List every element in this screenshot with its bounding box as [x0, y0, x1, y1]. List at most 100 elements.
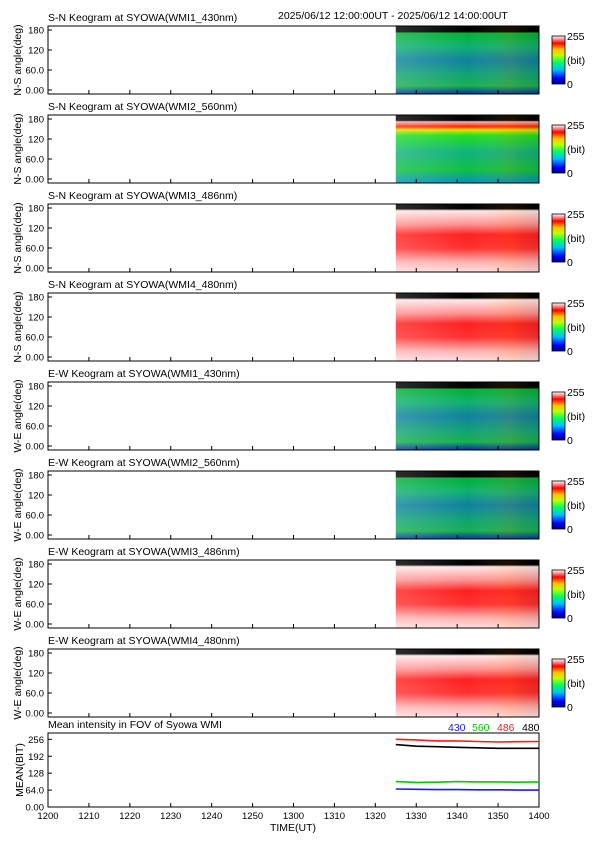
keogram-ytick-label: 120	[28, 402, 44, 413]
legend-430: 430	[448, 722, 466, 734]
line-series-560	[395, 780, 540, 784]
keogram-ytick-label: 180	[28, 382, 44, 393]
keogram-image-shading	[395, 382, 539, 450]
colorbar-max-label: 255	[567, 387, 585, 399]
colorbar-unit-label: (bit)	[567, 144, 585, 156]
keogram-y-axis-label: N-S angle(deg)	[12, 291, 24, 362]
colorbar-unit-label: (bit)	[567, 55, 585, 67]
keogram-panel-2: S-N Keogram at SYOWA(WMI2_560nm) 180 120 60…	[12, 101, 585, 186]
keogram-title: E-W Keogram at SYOWA(WMI1_430nm)	[48, 368, 240, 380]
colorbar-min-label: 0	[567, 524, 573, 536]
keogram-y-axis-label: W-E angle(deg)	[12, 557, 24, 630]
line-xtick-label: 1250	[242, 811, 263, 822]
keogram-y-axis-label: W-E angle(deg)	[12, 646, 24, 719]
colorbar	[551, 391, 566, 441]
keogram-ytick-label: 60.0	[26, 422, 45, 433]
keogram-image-shading	[395, 471, 539, 539]
keogram-ytick-label: 0.00	[26, 264, 45, 275]
keogram-ytick-label: 60.0	[26, 689, 45, 700]
keogram-y-axis-label: N-S angle(deg)	[12, 113, 24, 184]
keogram-y-axis-label: W-E angle(deg)	[12, 468, 24, 541]
keogram-ytick-label: 60.0	[26, 333, 45, 344]
line-series-group	[395, 738, 540, 791]
colorbar-min-label: 0	[567, 435, 573, 447]
colorbar	[551, 35, 566, 85]
keogram-image-shading	[395, 26, 539, 94]
colorbar-unit-label: (bit)	[567, 678, 585, 690]
colorbar-max-label: 255	[567, 476, 585, 488]
colorbar	[551, 480, 566, 530]
colorbar	[551, 658, 566, 708]
colorbar-min-label: 0	[567, 168, 573, 180]
keogram-ytick-label: 180	[28, 115, 44, 126]
colorbar-max-label: 255	[567, 120, 585, 132]
keogram-panel-5: E-W Keogram at SYOWA(WMI1_430nm) 180 120 60…	[12, 368, 585, 453]
line-ytick-label: 256	[28, 735, 44, 746]
keogram-panel-8: E-W Keogram at SYOWA(WMI4_480nm) 180 120 60…	[12, 635, 585, 720]
keogram-image-shading	[395, 560, 539, 628]
line-ytick-label: 128	[28, 769, 44, 780]
keogram-ytick-label: 180	[28, 26, 44, 37]
keogram-title: S-N Keogram at SYOWA(WMI2_560nm)	[48, 101, 237, 113]
line-xtick-label: 1220	[119, 811, 140, 822]
line-y-axis-label: MEAN(BIT)	[14, 743, 26, 797]
colorbar	[551, 213, 566, 263]
keogram-title: E-W Keogram at SYOWA(WMI2_560nm)	[48, 457, 240, 469]
colorbar	[551, 302, 566, 352]
colorbar-min-label: 0	[567, 346, 573, 358]
line-xtick-label: 1300	[283, 811, 304, 822]
colorbar-max-label: 255	[567, 654, 585, 666]
colorbar-max-label: 255	[567, 209, 585, 221]
keogram-ytick-label: 180	[28, 471, 44, 482]
colorbar-min-label: 0	[567, 257, 573, 269]
keogram-ytick-label: 180	[28, 560, 44, 571]
line-xtick-label: 1320	[365, 811, 386, 822]
line-series-480	[395, 743, 539, 750]
colorbar-unit-label: (bit)	[567, 233, 585, 245]
colorbar-min-label: 0	[567, 79, 573, 91]
keogram-ytick-label: 120	[28, 669, 44, 680]
keogram-ytick-label: 120	[28, 135, 44, 146]
keogram-ytick-label: 0.00	[26, 353, 45, 364]
keogram-image-shading	[395, 115, 539, 183]
line-ytick-label: 192	[28, 752, 44, 763]
keogram-ytick-label: 60.0	[26, 155, 45, 166]
line-xtick-label: 1200	[37, 811, 58, 822]
colorbar	[551, 124, 566, 174]
line-xtick-label: 1230	[160, 811, 181, 822]
keogram-ytick-label: 120	[28, 313, 44, 324]
keogram-ytick-label: 0.00	[26, 86, 45, 97]
line-series-486	[395, 738, 540, 743]
keogram-ytick-label: 60.0	[26, 244, 45, 255]
keogram-title: S-N Keogram at SYOWA(WMI1_430nm)	[48, 12, 237, 24]
line-x-axis-label: TIME(UT)	[270, 822, 316, 834]
line-xtick-label: 1210	[78, 811, 99, 822]
keogram-ytick-label: 180	[28, 204, 44, 215]
mean-intensity-panel: Mean intensity in FOV of Syowa WMI 430 5…	[14, 719, 550, 834]
line-xtick-label: 1240	[201, 811, 222, 822]
keogram-panel-6: E-W Keogram at SYOWA(WMI2_560nm) 180 120 60…	[12, 457, 585, 542]
keogram-ytick-label: 0.00	[26, 620, 45, 631]
keogram-y-axis-label: N-S angle(deg)	[12, 202, 24, 273]
keogram-ytick-label: 60.0	[26, 511, 45, 522]
colorbar-max-label: 255	[567, 565, 585, 577]
keogram-panel-3: S-N Keogram at SYOWA(WMI3_486nm) 180 120 60…	[12, 190, 585, 275]
legend-560: 560	[472, 722, 490, 734]
keogram-y-axis-label: N-S angle(deg)	[12, 24, 24, 95]
colorbar	[551, 569, 566, 619]
keogram-ytick-label: 0.00	[26, 709, 45, 720]
keogram-ytick-label: 180	[28, 649, 44, 660]
line-ytick-label: 64.0	[26, 786, 45, 797]
line-xtick-label: 1350	[488, 811, 509, 822]
keogram-title: S-N Keogram at SYOWA(WMI4_480nm)	[48, 279, 237, 291]
keogram-title: E-W Keogram at SYOWA(WMI4_480nm)	[48, 635, 240, 647]
line-xtick-label: 1310	[324, 811, 345, 822]
colorbar-min-label: 0	[567, 702, 573, 714]
line-chart-title: Mean intensity in FOV of Syowa WMI	[48, 719, 222, 731]
keogram-ytick-label: 0.00	[26, 175, 45, 186]
keogram-ytick-label: 120	[28, 46, 44, 57]
line-xtick-label: 1340	[447, 811, 468, 822]
colorbar-min-label: 0	[567, 613, 573, 625]
